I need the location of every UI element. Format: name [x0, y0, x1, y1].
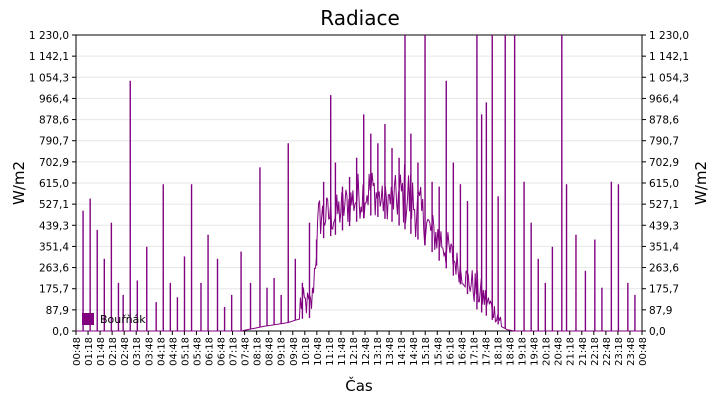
- y-tick-label-right: 702,9: [649, 157, 679, 169]
- y-tick-label-right: 615,0: [649, 178, 679, 190]
- x-tick-label: 21:48: [578, 337, 589, 366]
- x-tick-label: 19:18: [518, 337, 529, 366]
- x-axis: 00:48 01:18 01:48 02:18 02:48 03:18 03:48 04:18…: [72, 331, 649, 366]
- y-tick-label-right: 439,3: [649, 220, 679, 232]
- y-tick-label-right: 351,4: [649, 241, 679, 253]
- y-tick-label-left: 351,4: [39, 241, 69, 253]
- x-tick-label: 23:18: [614, 337, 625, 366]
- legend-label: Bouřňák: [100, 313, 146, 326]
- x-tick-label: 09:48: [289, 337, 300, 366]
- y-tick-label-right: 175,7: [649, 284, 679, 296]
- x-tick-label: 01:48: [96, 337, 107, 366]
- x-tick-label: 14:48: [409, 337, 420, 366]
- x-tick-label: 01:18: [84, 337, 95, 366]
- x-tick-label: 04:48: [168, 337, 179, 366]
- x-tick-label: 21:18: [566, 337, 577, 366]
- x-tick-label: 17:18: [469, 337, 480, 366]
- x-tick-label: 15:48: [433, 337, 444, 366]
- x-tick-label: 13:18: [373, 337, 384, 366]
- legend: Bouřňák: [82, 313, 146, 326]
- x-tick-label: 12:18: [349, 337, 360, 366]
- y-tick-label-left: 87,9: [46, 305, 69, 317]
- x-tick-label: 15:18: [421, 337, 432, 366]
- x-tick-label: 08:18: [253, 337, 264, 366]
- y-tick-label-left: 1 230,0: [29, 30, 69, 42]
- legend-swatch: [82, 313, 94, 325]
- x-axis-label: Čas: [345, 376, 373, 395]
- x-tick-label: 22:48: [602, 337, 613, 366]
- x-tick-label: 20:48: [554, 337, 565, 366]
- x-tick-label: 07:48: [241, 337, 252, 366]
- x-tick-label: 12:48: [361, 337, 372, 366]
- x-tick-label: 09:18: [277, 337, 288, 366]
- x-tick-label: 14:18: [397, 337, 408, 366]
- y-tick-label-right: 1 054,3: [649, 72, 689, 84]
- x-tick-label: 03:18: [132, 337, 143, 366]
- x-tick-label: 10:48: [313, 337, 324, 366]
- x-tick-label: 17:48: [481, 337, 492, 366]
- y-tick-label-right: 966,4: [649, 93, 679, 105]
- x-tick-label: 02:48: [120, 337, 131, 366]
- y-tick-label-left: 1 142,1: [29, 51, 69, 63]
- x-tick-label: 03:48: [144, 337, 155, 366]
- y-tick-label-right: 878,6: [649, 115, 679, 127]
- y-tick-label-right: 0,0: [649, 326, 666, 338]
- x-tick-label: 04:18: [156, 337, 167, 366]
- x-tick-label: 19:48: [530, 337, 541, 366]
- x-tick-label: 02:18: [108, 337, 119, 366]
- x-tick-label: 16:18: [445, 337, 456, 366]
- x-tick-label: 05:18: [180, 337, 191, 366]
- x-tick-label: 00:48: [72, 337, 83, 366]
- y-tick-label-left: 878,6: [39, 115, 69, 127]
- y-tick-label-left: 175,7: [39, 284, 69, 296]
- x-tick-label: 07:18: [229, 337, 240, 366]
- x-tick-label: 23:48: [626, 337, 637, 366]
- y-tick-label-right: 790,7: [649, 136, 679, 148]
- y-tick-label-right: 1 142,1: [649, 51, 689, 63]
- x-tick-label: 18:18: [493, 337, 504, 366]
- series-layer: [76, 35, 642, 332]
- x-tick-label: 06:18: [204, 337, 215, 366]
- y-tick-label-right: 527,1: [649, 199, 679, 211]
- y-tick-label-left: 439,3: [39, 220, 69, 232]
- y-tick-label-left: 527,1: [39, 199, 69, 211]
- y-tick-label-left: 0,0: [52, 326, 69, 338]
- y-tick-label-right: 87,9: [649, 305, 672, 317]
- x-tick-label: 13:48: [385, 337, 396, 366]
- y-tick-label-left: 790,7: [39, 136, 69, 148]
- chart-title: Radiace: [320, 6, 400, 30]
- y-tick-label-left: 615,0: [39, 178, 69, 190]
- y-axis-label-right: W/m2: [692, 161, 710, 205]
- y-axis-left: 0,0 87,9 175,7 263,6 351,4 439,3 527,1 615,0 702…: [29, 30, 76, 338]
- x-tick-label: 22:18: [590, 337, 601, 366]
- x-tick-label: 18:48: [506, 337, 517, 366]
- y-tick-label-left: 1 054,3: [29, 72, 69, 84]
- x-tick-label: 11:18: [325, 337, 336, 366]
- y-axis-label-left: W/m2: [10, 161, 28, 205]
- x-tick-label: 10:18: [301, 337, 312, 366]
- x-tick-label: 20:18: [542, 337, 553, 366]
- x-tick-label: 16:48: [457, 337, 468, 366]
- series-line-bournak: [76, 164, 642, 332]
- x-tick-label: 11:48: [337, 337, 348, 366]
- x-tick-label: 00:48: [638, 337, 649, 366]
- y-tick-label-right: 263,6: [649, 263, 679, 275]
- x-tick-label: 06:48: [217, 337, 228, 366]
- y-axis-right: 0,0 87,9 175,7 263,6 351,4 439,3 527,1 615,0 702…: [642, 30, 689, 338]
- y-tick-label-left: 966,4: [39, 93, 69, 105]
- y-tick-label-left: 263,6: [39, 263, 69, 275]
- y-tick-label-left: 702,9: [39, 157, 69, 169]
- grid-lines: [76, 55, 642, 311]
- x-tick-label: 08:48: [265, 337, 276, 366]
- x-tick-label: 05:48: [192, 337, 203, 366]
- y-tick-label-right: 1 230,0: [649, 30, 689, 42]
